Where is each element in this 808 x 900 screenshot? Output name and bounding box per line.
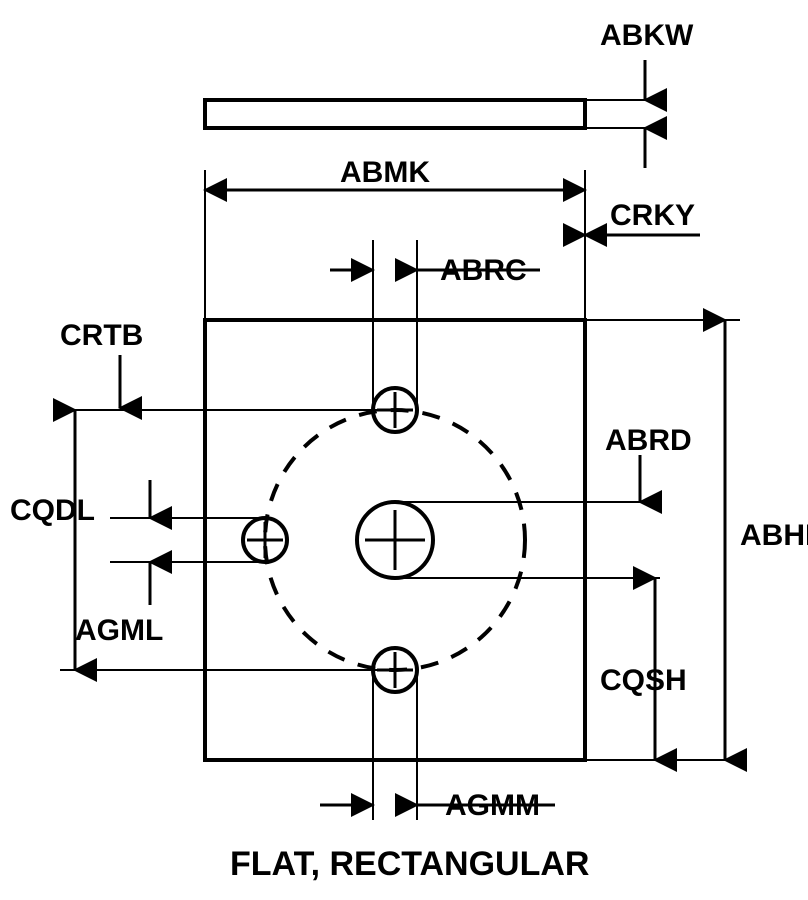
label-agml: AGML bbox=[75, 614, 163, 647]
crtb-leader: CRTB bbox=[60, 319, 395, 410]
label-agmm: AGMM bbox=[445, 789, 540, 822]
technical-drawing: ABKW ABMK CRKY ABRC bbox=[0, 0, 808, 900]
agmm-dim: AGMM bbox=[320, 670, 555, 822]
label-abrc: ABRC bbox=[440, 254, 527, 287]
label-abrd: ABRD bbox=[605, 424, 692, 457]
hole-left bbox=[243, 518, 287, 562]
label-cqsh: CQSH bbox=[600, 664, 687, 697]
cqsh-dim: CQSH bbox=[600, 578, 687, 760]
diagram-title: FLAT, RECTANGULAR bbox=[230, 845, 589, 883]
abrd-dim: ABRD bbox=[395, 424, 692, 578]
agml-dim: AGML bbox=[75, 480, 265, 647]
cqdl-dim: CQDL bbox=[10, 410, 395, 670]
label-crky: CRKY bbox=[610, 199, 695, 232]
label-crtb: CRTB bbox=[60, 319, 143, 352]
label-abhp: ABHP bbox=[740, 519, 808, 552]
side-view-rect bbox=[205, 100, 585, 128]
center-hole bbox=[357, 502, 433, 578]
label-abkw: ABKW bbox=[600, 19, 694, 52]
label-cqdl: CQDL bbox=[10, 494, 95, 527]
label-abmk: ABMK bbox=[340, 156, 430, 189]
